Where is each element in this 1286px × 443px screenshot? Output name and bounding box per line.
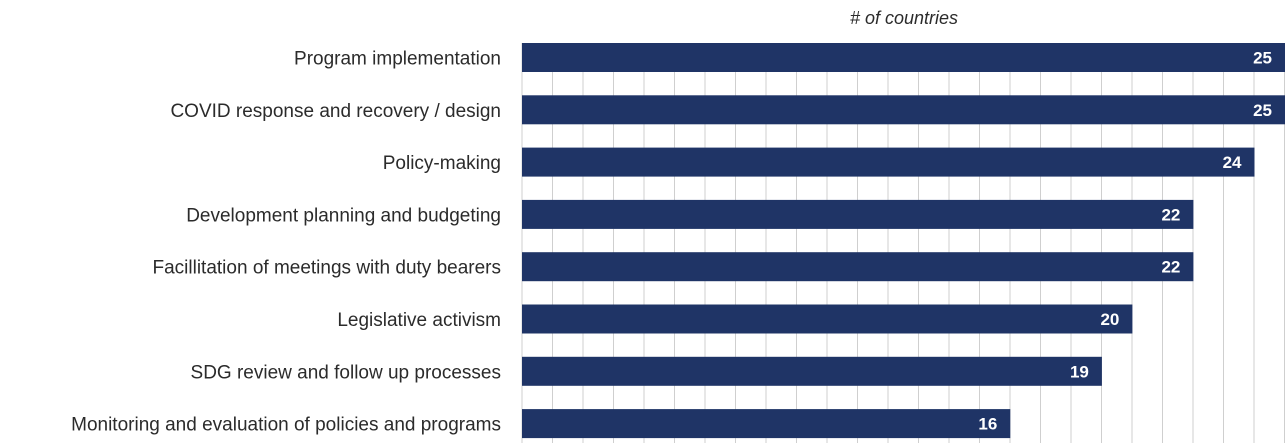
bar [522,409,1011,439]
bar [522,95,1285,125]
bar [522,304,1133,334]
bars: 25 25 24 22 22 20 19 16 [522,43,1285,439]
bar-value-label: 25 [1253,101,1272,120]
category-label: Policy-making [383,153,501,174]
category-label: Development planning and budgeting [186,205,501,226]
bar-value-label: 22 [1161,205,1180,224]
category-label: Facillitation of meetings with duty bear… [153,258,502,279]
bar-value-label: 25 [1253,49,1272,68]
category-labels: Program implementation COVID response and… [71,49,501,436]
category-label: SDG review and follow up processes [191,362,501,383]
bar [522,147,1255,177]
bar [522,43,1285,72]
bar [522,252,1194,282]
bar [522,199,1194,229]
bar-value-label: 16 [978,415,997,434]
category-label: COVID response and recovery / design [170,101,501,122]
category-label: Legislative activism [337,310,501,331]
bar-value-label: 20 [1100,310,1119,329]
category-label: Program implementation [294,49,501,70]
bar-value-label: 19 [1070,362,1089,381]
bar-value-label: 24 [1223,153,1242,172]
x-axis-title: # of countries [850,8,958,28]
category-label: Monitoring and evaluation of policies an… [71,415,501,436]
bar-value-label: 22 [1161,258,1180,277]
bar [522,356,1102,386]
